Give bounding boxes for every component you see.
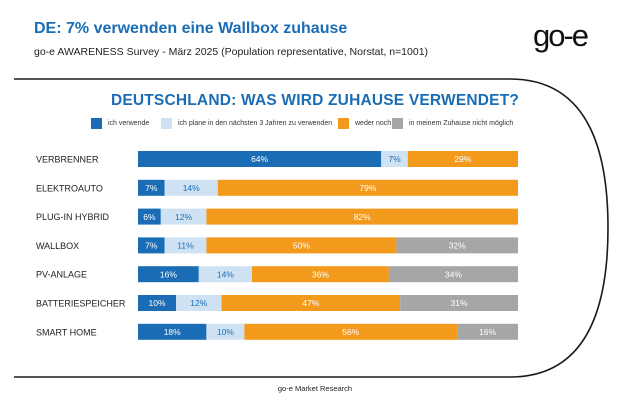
category-label: VERBRENNER <box>36 155 99 165</box>
bar-segment <box>221 295 401 311</box>
bar-segment <box>138 295 176 311</box>
footer-source: go-e Market Research <box>277 384 353 393</box>
data-label: 16% <box>479 327 496 337</box>
bar-segment <box>138 237 165 254</box>
bar-segment <box>164 179 218 196</box>
page-title: DE: 7% verwenden eine Wallbox zuhause <box>34 20 348 37</box>
data-label: 7% <box>145 183 158 193</box>
category-label: PLUG-IN HYBRID <box>36 212 110 222</box>
data-label: 10% <box>148 298 165 308</box>
bar-segment <box>400 295 518 311</box>
bar-segment <box>176 295 222 311</box>
data-label: 7% <box>145 241 158 251</box>
bar-segment <box>407 151 518 167</box>
data-label: 64% <box>251 154 268 164</box>
legend-item: weder noch <box>338 118 391 129</box>
bar-segment <box>198 266 252 283</box>
data-label: 56% <box>342 327 359 337</box>
data-label: 34% <box>445 269 462 279</box>
data-label: 32% <box>449 241 466 251</box>
legend-item: ich verwende <box>91 118 149 129</box>
category-label: BATTERIESPEICHER <box>36 299 126 309</box>
bar-segment <box>388 266 518 283</box>
data-label: 31% <box>451 298 468 308</box>
data-label: 18% <box>164 327 181 337</box>
data-label: 82% <box>354 212 371 222</box>
legend-label: ich verwende <box>108 120 150 127</box>
decorative-frame <box>14 78 609 378</box>
data-label: 14% <box>183 183 200 193</box>
page-subtitle: go-e AWARENESS Survey - März 2025 (Popul… <box>34 46 429 58</box>
data-label: 29% <box>454 154 471 164</box>
bar-segment <box>164 237 207 254</box>
bar-segment <box>138 179 165 196</box>
data-label: 36% <box>312 269 329 279</box>
bar-segment <box>160 208 207 225</box>
data-label: 7% <box>388 154 401 164</box>
legend-swatch <box>161 118 172 129</box>
bar-segment <box>138 151 382 167</box>
legend-item: ich plane in den nächsten 3 Jahren zu ve… <box>161 118 332 129</box>
data-label: 12% <box>175 212 192 222</box>
bar-segment <box>206 323 245 340</box>
bar-segment <box>457 323 518 340</box>
bar-segment <box>217 179 519 196</box>
data-label: 47% <box>302 298 319 308</box>
bar-segment <box>206 237 397 254</box>
category-label: WALLBOX <box>36 241 79 251</box>
data-label: 11% <box>177 241 194 251</box>
bar-segment <box>138 323 207 340</box>
category-label: SMART HOME <box>36 327 97 337</box>
bar-segment <box>138 208 161 225</box>
bar-segment <box>244 323 458 340</box>
bar-segment <box>252 266 389 283</box>
data-label: 79% <box>359 183 376 193</box>
legend-label: weder noch <box>355 120 392 127</box>
bar-segment <box>206 208 518 225</box>
category-label: ELEKTROAUTO <box>36 183 103 193</box>
chart-legend: ich verwende ich plane in den nächsten 3… <box>0 118 630 132</box>
legend-label: in meinem Zuhause nicht möglich <box>409 120 514 127</box>
data-label: 10% <box>217 327 234 337</box>
bar-segment <box>396 237 518 254</box>
go-e-logo: go-e <box>533 18 589 53</box>
legend-label: ich plane in den nächsten 3 Jahren zu ve… <box>178 120 333 127</box>
legend-swatch <box>91 118 102 129</box>
bar-segment <box>381 151 408 167</box>
data-label: 12% <box>190 298 207 308</box>
legend-swatch <box>392 118 403 129</box>
legend-swatch <box>338 118 349 129</box>
category-label: PV-ANLAGE <box>36 270 87 280</box>
legend-item: in meinem Zuhause nicht möglich <box>392 118 513 129</box>
data-label: 50% <box>293 241 310 251</box>
chart-title: DEUTSCHLAND: WAS WIRD ZUHAUSE VERWENDET? <box>110 92 520 109</box>
data-label: 16% <box>160 269 177 279</box>
data-label: 6% <box>143 212 156 222</box>
data-label: 14% <box>217 269 234 279</box>
bar-segment <box>138 266 199 283</box>
